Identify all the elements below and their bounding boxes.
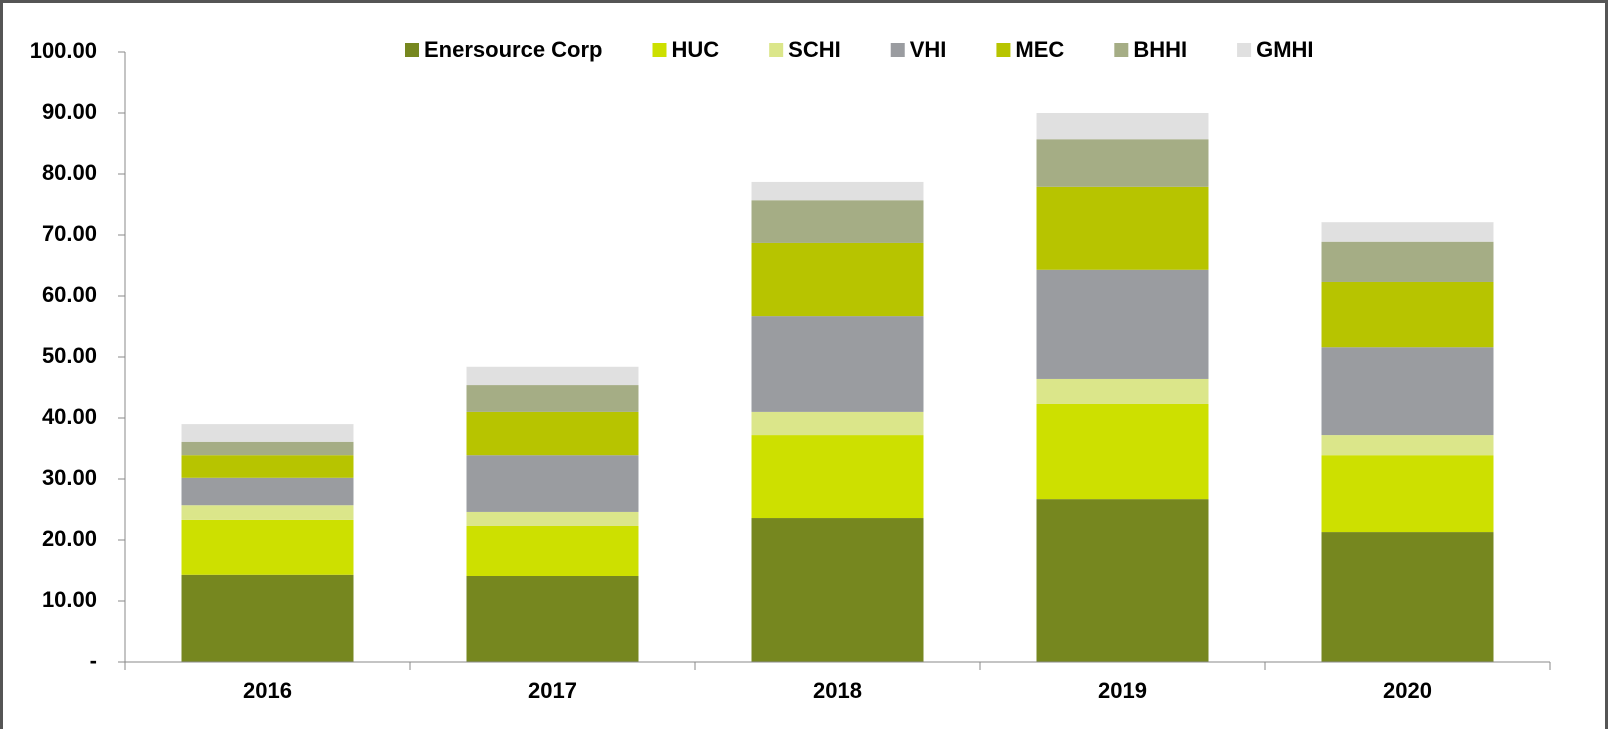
bar-segment bbox=[1036, 403, 1209, 500]
bar-segment bbox=[751, 181, 924, 201]
bar-segment bbox=[1036, 139, 1209, 187]
bar-segment bbox=[466, 411, 639, 456]
bar-segment bbox=[1321, 241, 1494, 282]
bar-segment bbox=[181, 477, 354, 506]
y-tick-label: 70.00 bbox=[42, 221, 97, 246]
bar-segment bbox=[751, 242, 924, 317]
legend-swatch bbox=[1114, 43, 1129, 57]
legend-label: BHHI bbox=[1133, 37, 1187, 62]
bar-segment bbox=[1321, 455, 1494, 533]
bar-segment bbox=[1036, 378, 1209, 404]
y-tick-label: 80.00 bbox=[42, 160, 97, 185]
y-tick-label: 50.00 bbox=[42, 343, 97, 368]
bar-segment bbox=[751, 200, 924, 243]
bar-segment bbox=[1036, 186, 1209, 270]
y-tick-label: 10.00 bbox=[42, 587, 97, 612]
bar-segment bbox=[751, 435, 924, 519]
bar-segment bbox=[1321, 222, 1494, 242]
legend-label: SCHI bbox=[788, 37, 841, 62]
bar-segment bbox=[751, 518, 924, 662]
legend-label: Enersource Corp bbox=[424, 37, 603, 62]
bar-segment bbox=[181, 455, 354, 478]
bar-segment bbox=[181, 424, 354, 442]
bar-segment bbox=[181, 441, 354, 456]
legend-label: GMHI bbox=[1256, 37, 1313, 62]
legend-swatch bbox=[890, 43, 905, 57]
y-tick-label: 100.00 bbox=[30, 38, 97, 63]
x-tick-label: 2018 bbox=[813, 678, 862, 703]
legend-swatch bbox=[405, 43, 419, 57]
y-tick-label: 40.00 bbox=[42, 404, 97, 429]
bar-segment bbox=[181, 519, 354, 575]
x-tick-label: 2020 bbox=[1383, 678, 1432, 703]
bar-segment bbox=[466, 525, 639, 576]
legend-swatch bbox=[652, 43, 667, 57]
x-tick-label: 2016 bbox=[243, 678, 292, 703]
bar-segment bbox=[751, 411, 924, 436]
legend-label: VHI bbox=[910, 37, 947, 62]
legend-label: HUC bbox=[672, 37, 720, 62]
bar-segment bbox=[1036, 269, 1209, 379]
y-tick-label: 20.00 bbox=[42, 526, 97, 551]
bar-segment bbox=[181, 574, 354, 662]
bar-segment bbox=[1321, 347, 1494, 436]
legend-swatch bbox=[996, 43, 1011, 57]
bar-segment bbox=[751, 316, 924, 412]
bar-segment bbox=[1036, 113, 1209, 140]
bar-segment bbox=[466, 455, 639, 512]
bar-segment bbox=[466, 511, 639, 526]
bar-segment bbox=[1036, 499, 1209, 662]
y-tick-label: 30.00 bbox=[42, 465, 97, 490]
bar-segment bbox=[181, 505, 354, 520]
bar-segment bbox=[466, 385, 639, 412]
legend-label: MEC bbox=[1015, 37, 1064, 62]
y-tick-label: 90.00 bbox=[42, 99, 97, 124]
bar-segment bbox=[1321, 435, 1494, 456]
bar-segment bbox=[1321, 281, 1494, 348]
bar-segment bbox=[466, 575, 639, 662]
y-tick-label: - bbox=[90, 648, 97, 673]
y-tick-label: 60.00 bbox=[42, 282, 97, 307]
bar-segment bbox=[466, 366, 639, 386]
x-tick-label: 2019 bbox=[1098, 678, 1147, 703]
legend-swatch bbox=[1237, 43, 1252, 57]
bar-segment bbox=[1321, 532, 1494, 662]
legend-swatch bbox=[769, 43, 784, 57]
x-tick-label: 2017 bbox=[528, 678, 577, 703]
